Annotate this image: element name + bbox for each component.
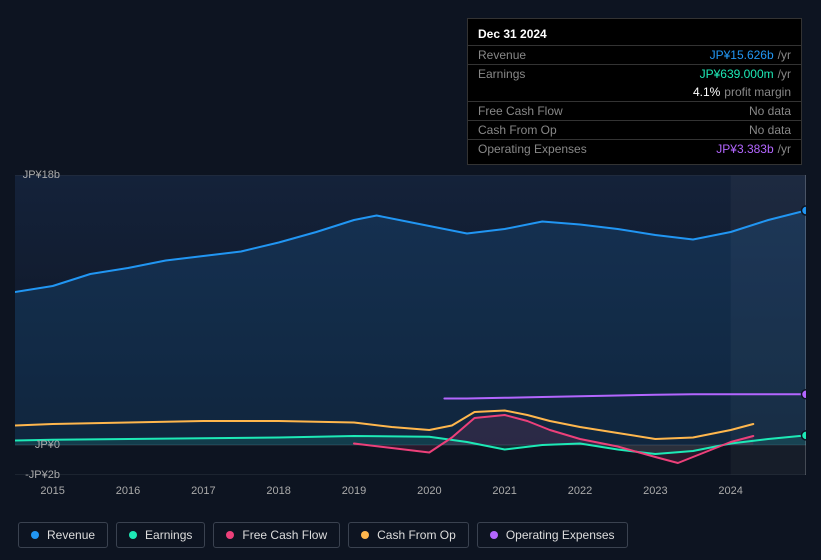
tooltip-date: Dec 31 2024 (468, 25, 801, 45)
tooltip-label (478, 85, 693, 99)
legend-label: Earnings (145, 528, 192, 542)
legend-item-revenue[interactable]: Revenue (18, 522, 108, 548)
tooltip-row: Free Cash FlowNo data (468, 101, 801, 120)
tooltip-row: RevenueJP¥15.626b/yr (468, 45, 801, 64)
tooltip-label: Revenue (478, 48, 710, 62)
x-tick-label: 2021 (492, 485, 516, 497)
y-tick-label: JP¥0 (35, 439, 60, 451)
legend-item-fcf[interactable]: Free Cash Flow (213, 522, 340, 548)
legend-dot-icon (226, 531, 234, 539)
x-tick-label: 2018 (266, 485, 290, 497)
legend: Revenue Earnings Free Cash Flow Cash From O… (18, 522, 628, 548)
tooltip-value: JP¥3.383b (716, 142, 773, 156)
tooltip-unit: /yr (778, 142, 791, 156)
x-tick-label: 2017 (191, 485, 215, 497)
tooltip-label: Cash From Op (478, 123, 749, 137)
tooltip-extra: profit margin (724, 85, 791, 99)
y-tick-label: -JP¥2b (25, 469, 60, 481)
x-tick-label: 2023 (643, 485, 667, 497)
tooltip-unit: /yr (778, 48, 791, 62)
plot-surface[interactable] (15, 175, 806, 475)
x-tick-label: 2024 (718, 485, 742, 497)
tooltip-label: Free Cash Flow (478, 104, 749, 118)
chart-svg (15, 175, 806, 475)
hover-tooltip: Dec 31 2024RevenueJP¥15.626b/yrEarningsJ… (467, 18, 802, 165)
x-tick-label: 2016 (116, 485, 140, 497)
tooltip-row: EarningsJP¥639.000m/yr (468, 64, 801, 83)
tooltip-row: 4.1% profit margin (468, 83, 801, 101)
legend-label: Operating Expenses (506, 528, 615, 542)
tooltip-value: No data (749, 104, 791, 118)
x-tick-label: 2019 (342, 485, 366, 497)
legend-label: Cash From Op (377, 528, 456, 542)
legend-dot-icon (129, 531, 137, 539)
legend-item-cfo[interactable]: Cash From Op (348, 522, 469, 548)
legend-item-earnings[interactable]: Earnings (116, 522, 205, 548)
tooltip-value: JP¥15.626b (710, 48, 774, 62)
legend-item-opex[interactable]: Operating Expenses (477, 522, 628, 548)
y-tick-label: JP¥18b (23, 169, 60, 181)
tooltip-value: 4.1% (693, 85, 720, 99)
tooltip-row: Operating ExpensesJP¥3.383b/yr (468, 139, 801, 158)
tooltip-label: Operating Expenses (478, 142, 716, 156)
tooltip-row: Cash From OpNo data (468, 120, 801, 139)
legend-label: Free Cash Flow (242, 528, 327, 542)
tooltip-label: Earnings (478, 67, 700, 81)
tooltip-value: JP¥639.000m (700, 67, 774, 81)
legend-dot-icon (31, 531, 39, 539)
x-tick-label: 2022 (568, 485, 592, 497)
legend-label: Revenue (47, 528, 95, 542)
chart-area: JP¥18b JP¥0 -JP¥2b (15, 160, 806, 480)
tooltip-unit: /yr (778, 67, 791, 81)
legend-dot-icon (490, 531, 498, 539)
legend-dot-icon (361, 531, 369, 539)
tooltip-value: No data (749, 123, 791, 137)
x-axis: 2015 2016 2017 2018 2019 2020 2021 2022 2023 2024 (15, 485, 806, 505)
x-tick-label: 2015 (40, 485, 64, 497)
x-tick-label: 2020 (417, 485, 441, 497)
